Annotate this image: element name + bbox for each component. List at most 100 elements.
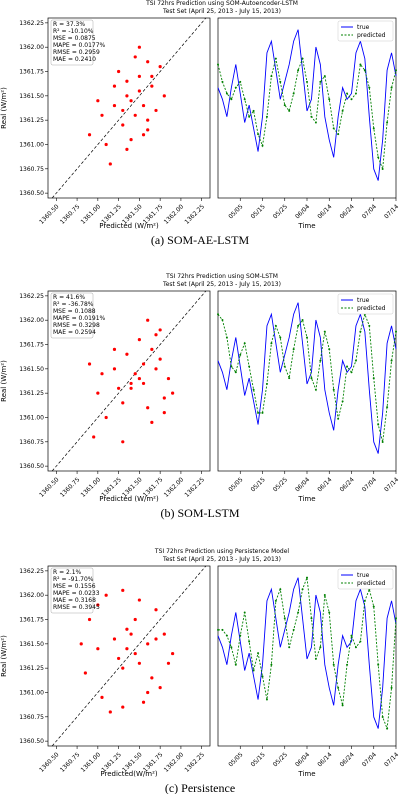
- scatter-point: [141, 381, 146, 386]
- series-point: [328, 98, 331, 101]
- scatter-point: [162, 94, 166, 98]
- y-tick-label: 1361.50: [19, 366, 44, 373]
- series-point: [350, 98, 353, 101]
- scatter-point: [125, 627, 129, 631]
- scatter-point: [100, 372, 104, 376]
- scatter-point: [117, 69, 121, 74]
- series-point: [390, 686, 393, 689]
- series-point: [248, 365, 251, 368]
- series-point: [395, 617, 397, 620]
- scatter-point: [154, 637, 158, 641]
- series-point: [306, 576, 308, 579]
- x-axis-label: Time: [297, 222, 315, 230]
- stats-text: R² = -91.70%: [53, 576, 94, 583]
- scatter-point: [79, 642, 83, 646]
- scatter-point: [150, 347, 154, 351]
- scatter-point: [133, 617, 137, 622]
- scatter-point: [137, 89, 141, 93]
- y-tick-label: 1361.00: [19, 414, 44, 421]
- series-point: [261, 144, 264, 147]
- scatter-point: [112, 347, 117, 351]
- x-tick-label: 1362.00: [163, 476, 186, 499]
- x-tick-label: 07/04: [361, 203, 378, 220]
- series-point: [292, 628, 295, 631]
- x-tick-label: 06/14: [316, 203, 333, 220]
- series-point: [239, 80, 242, 83]
- y-tick-label: 1361.25: [19, 390, 44, 397]
- series-point: [306, 80, 308, 83]
- plot-area: [47, 290, 211, 472]
- series-point: [221, 628, 224, 631]
- series-point: [332, 663, 335, 666]
- series-point: [390, 86, 393, 89]
- scatter-point: [137, 376, 141, 381]
- x-axis-label: Predicted (W/m²): [99, 222, 159, 230]
- series-point: [261, 675, 264, 678]
- series-point: [288, 646, 291, 649]
- scatter-point: [162, 411, 166, 415]
- series-line: [217, 29, 397, 181]
- y-tick-label: 1361.50: [19, 641, 44, 648]
- series-point: [363, 599, 366, 602]
- y-axis-label: Real (W/m²): [0, 87, 8, 129]
- series-point: [390, 359, 393, 362]
- series-point: [217, 628, 219, 631]
- y-tick-label: 1362.00: [19, 317, 44, 324]
- x-tick-label: 05/05: [227, 476, 244, 493]
- plot-area: [47, 565, 211, 747]
- scatter-point: [112, 103, 117, 108]
- scatter-point: [146, 118, 150, 122]
- series-point: [265, 115, 268, 118]
- scatter-point: [146, 690, 150, 695]
- x-tick-label: 05/25: [272, 203, 289, 220]
- stats-text: MAE = 0.3168: [53, 597, 96, 604]
- x-tick-label: 07/14: [383, 476, 400, 493]
- series-point: [279, 588, 282, 591]
- series-point: [350, 634, 353, 637]
- scatter-point: [121, 705, 125, 709]
- stats-box: [50, 567, 94, 614]
- series-point: [283, 365, 286, 368]
- series-point: [319, 359, 322, 362]
- series-point: [261, 411, 264, 414]
- chart-title: TSI 72hrs Prediction using Persistence M…: [154, 548, 289, 555]
- scatter-point: [121, 401, 125, 405]
- legend-label: true: [357, 572, 370, 579]
- scatter-point: [150, 84, 154, 88]
- y-tick-label: 1361.25: [19, 665, 44, 672]
- stats-text: MAPE = 0.0233: [53, 590, 100, 597]
- scatter-point: [121, 440, 125, 444]
- series-point: [372, 605, 375, 608]
- x-tick-label: 1361.00: [80, 751, 103, 774]
- scatter-point: [150, 420, 154, 424]
- scatter-point: [121, 123, 125, 127]
- series-point: [346, 92, 349, 95]
- series-point: [323, 330, 326, 333]
- x-tick-label: 05/15: [250, 203, 267, 220]
- series-point: [354, 92, 357, 95]
- series-point: [328, 348, 331, 351]
- x-tick-label: 07/14: [383, 203, 400, 220]
- series-point: [252, 388, 255, 391]
- scatter-point: [146, 406, 150, 410]
- x-tick-label: 07/14: [383, 751, 400, 768]
- x-tick-label: 05/25: [272, 751, 289, 768]
- series-point: [248, 115, 251, 118]
- stats-text: R² = -36.78%: [53, 301, 94, 308]
- scatter-point: [112, 367, 117, 371]
- series-point: [337, 133, 340, 136]
- scatter-point: [141, 362, 146, 366]
- chart-subtitle: Test Set (April 25, 2013 - July 15, 2013…: [162, 281, 281, 288]
- scatter-point: [162, 632, 166, 636]
- chart-subtitle: Test Set (April 25, 2013 - July 15, 2013…: [162, 556, 281, 563]
- scatter-point: [125, 79, 129, 83]
- series-point: [301, 588, 304, 591]
- series-point: [274, 57, 277, 60]
- x-tick-label: 05/25: [272, 476, 289, 493]
- series-point: [341, 109, 344, 112]
- series-line: [218, 577, 397, 729]
- series-point: [243, 611, 246, 614]
- x-tick-label: 06/24: [339, 203, 356, 220]
- x-tick-label: 1360.75: [59, 203, 82, 226]
